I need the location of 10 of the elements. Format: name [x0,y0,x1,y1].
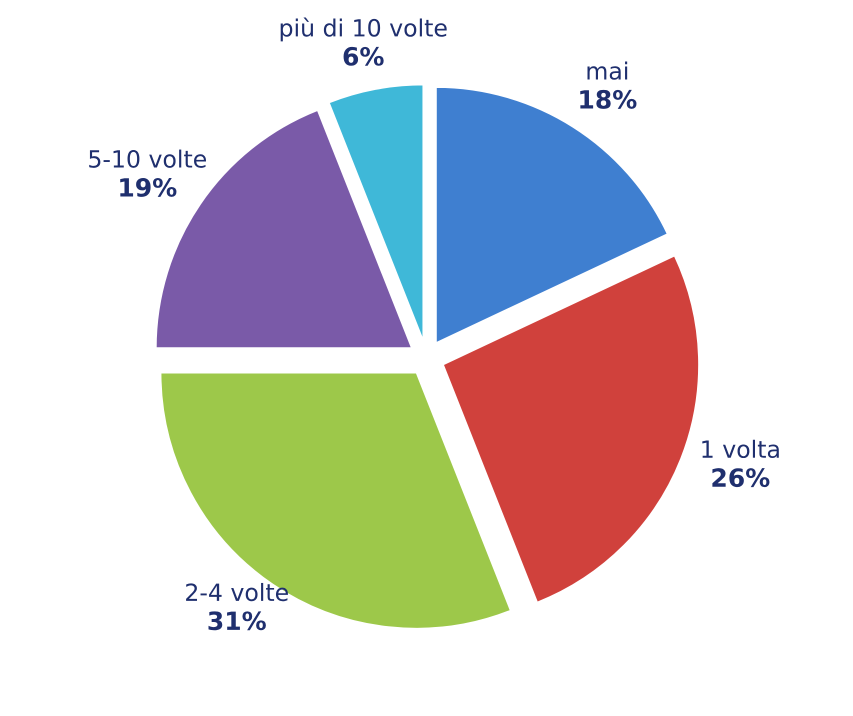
data-label: 6% [344,46,384,66]
slice-label: più di 10 volte [280,18,447,42]
data-label: 31% [208,611,266,630]
slice-label: mai [587,62,628,80]
slice-label: 5-10 volte [89,150,206,168]
data-label: 26% [712,468,770,488]
data-label: 19% [120,178,176,197]
slice-label: 2-4 volte [186,582,288,602]
slice-label: 1 volta [702,440,779,458]
data-label: 18% [580,90,636,109]
